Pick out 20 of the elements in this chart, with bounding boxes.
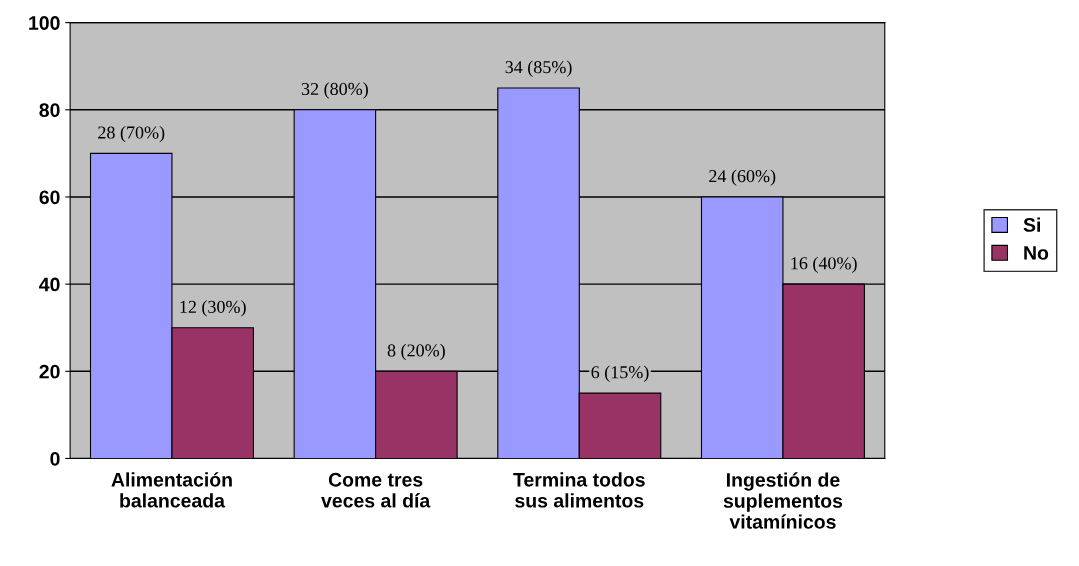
legend-label: Si: [1023, 217, 1040, 232]
x-tick-label: Alimentación balanceada: [111, 472, 232, 508]
x-tick-label: Ingestión de suplementos vitamínicos: [723, 472, 843, 529]
data-label: 32 (80%): [301, 82, 368, 99]
data-label: 34 (85%): [505, 60, 572, 77]
y-tick-label: 100: [29, 16, 60, 30]
x-tick-label: Termina todos sus alimentos: [513, 472, 645, 508]
y-tick-label: 60: [39, 190, 60, 205]
data-label: 12 (30%): [180, 300, 246, 317]
legend-label: No: [1024, 246, 1049, 260]
data-label: 8 (20%): [387, 343, 445, 361]
data-label: 28 (70%): [98, 125, 165, 143]
y-tick-label: 80: [39, 103, 60, 118]
y-tick-label: 40: [39, 277, 60, 292]
y-tick-label: 20: [39, 364, 60, 379]
data-label: 6 (15%): [591, 365, 649, 382]
data-label: 24 (60%): [709, 169, 776, 186]
y-tick-label: 0: [50, 451, 60, 466]
x-tick-label: Come tres veces al día: [321, 472, 431, 508]
data-label: 16 (40%): [791, 256, 857, 274]
